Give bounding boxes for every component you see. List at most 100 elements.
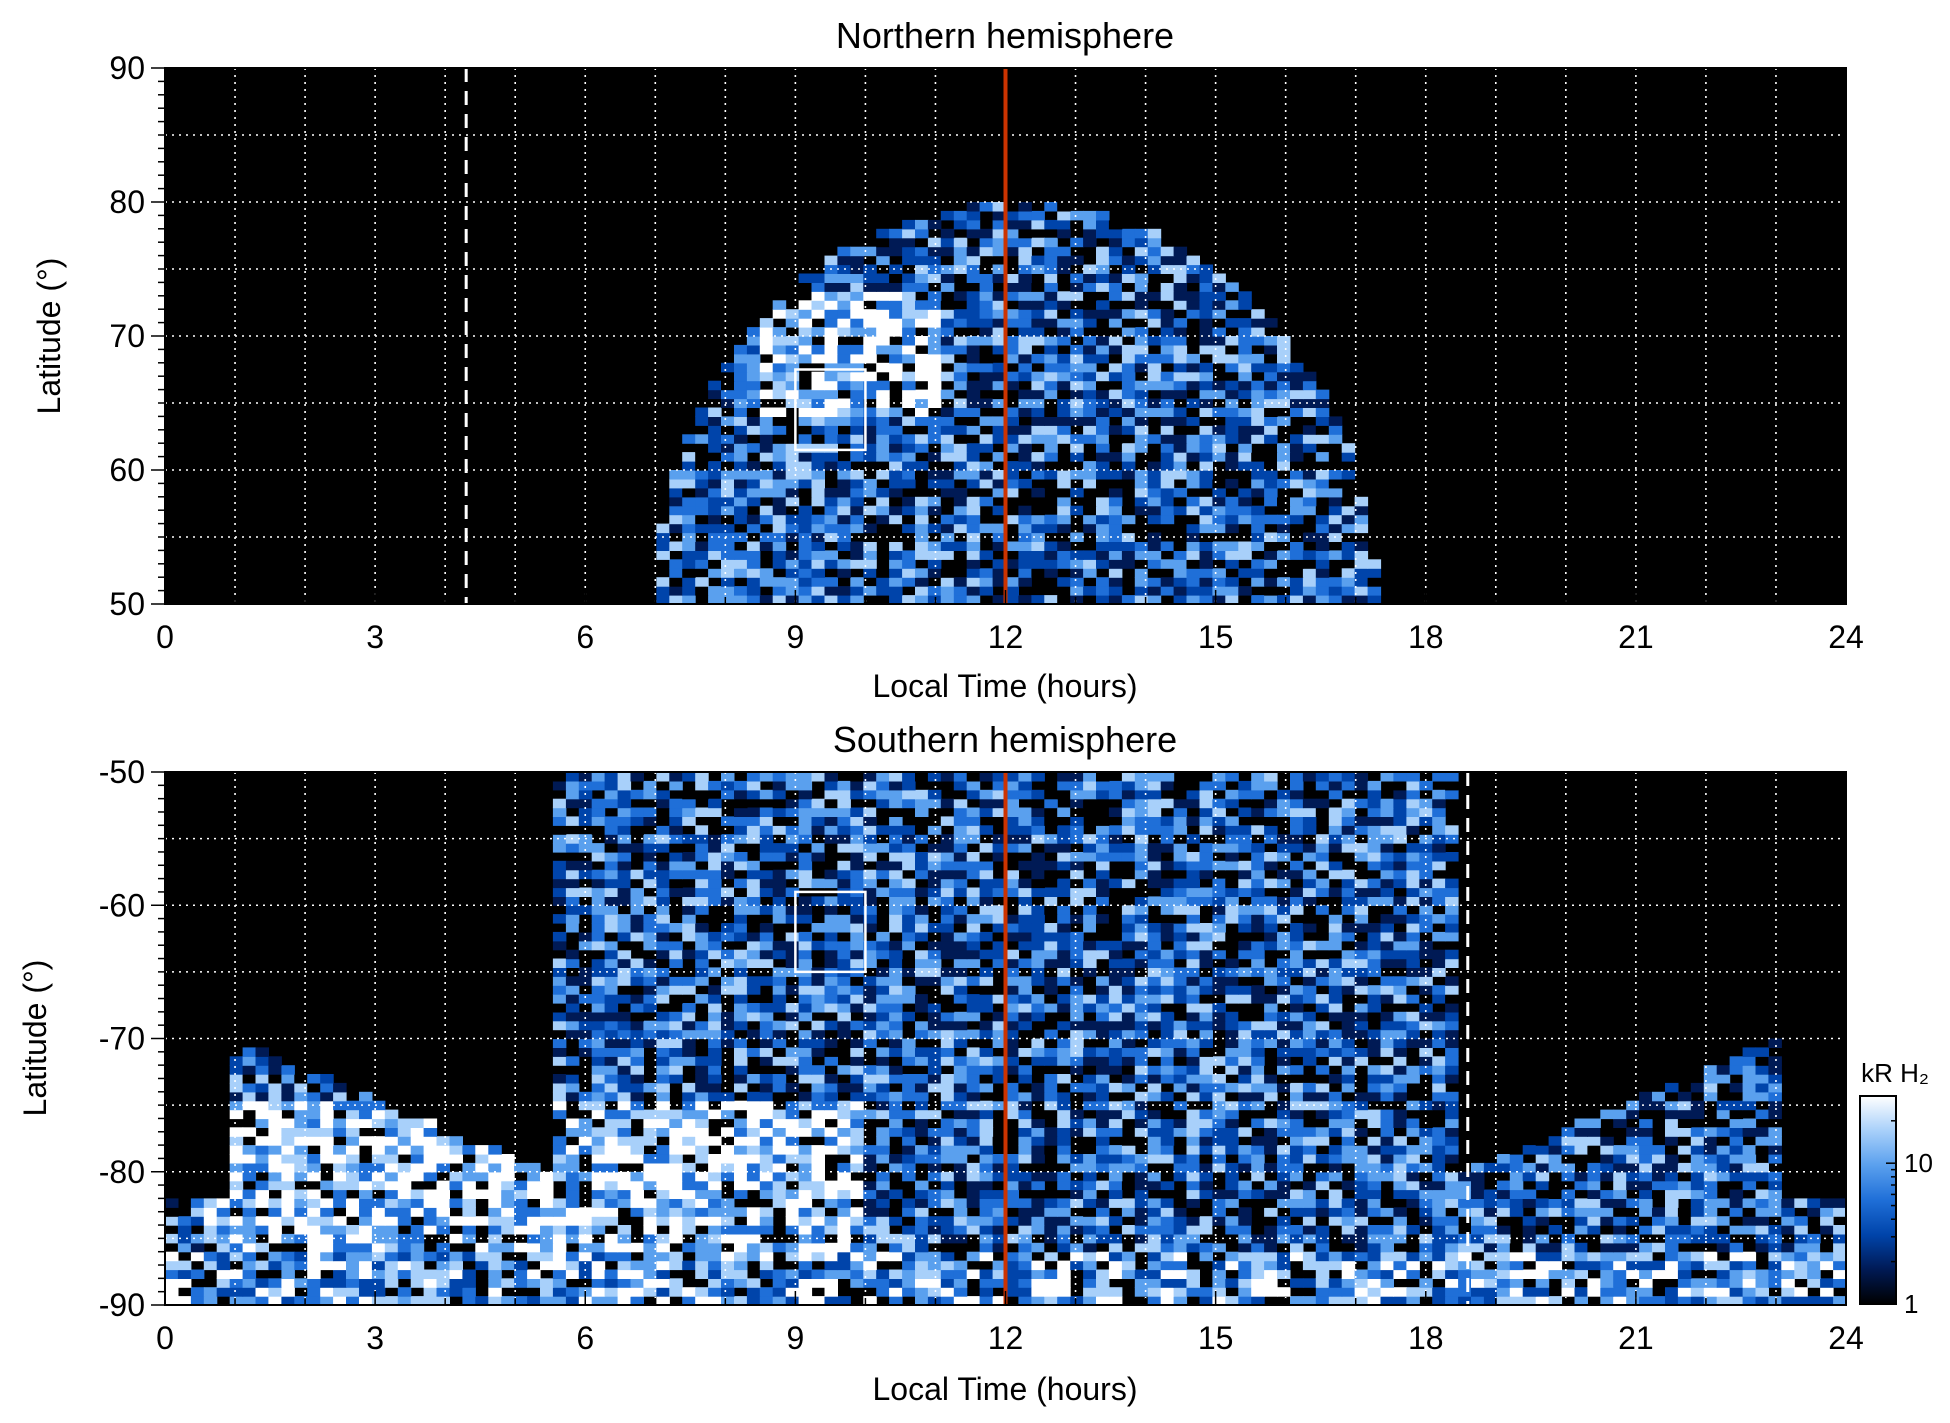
heatmap-cell — [1264, 1278, 1278, 1288]
heatmap-cell — [1302, 1189, 1317, 1199]
heatmap-cell — [837, 1269, 851, 1279]
heatmap-cell — [1005, 228, 1019, 239]
heatmap-cell — [927, 434, 942, 444]
heatmap-cell — [940, 407, 955, 417]
heatmap-cell — [1096, 1011, 1110, 1022]
heatmap-cell — [1264, 443, 1278, 453]
heatmap-cell — [565, 1171, 580, 1182]
heatmap-cell — [940, 1047, 955, 1057]
heatmap-cell — [669, 595, 683, 604]
heatmap-cell — [333, 1127, 347, 1137]
heatmap-cell — [1315, 1269, 1330, 1279]
heatmap-cell — [436, 1189, 450, 1199]
heatmap-cell — [1134, 1127, 1149, 1137]
heatmap-cell — [514, 1260, 528, 1271]
heatmap-cell — [863, 416, 877, 426]
heatmap-cell — [824, 300, 838, 310]
heatmap-cell — [1277, 336, 1291, 346]
heatmap-cell — [992, 452, 1007, 462]
heatmap-cell — [449, 1154, 463, 1164]
heatmap-cell — [617, 1260, 632, 1271]
heatmap-cell — [1522, 1251, 1537, 1262]
heatmap-cell — [1212, 1242, 1226, 1253]
heatmap-cell — [1600, 1162, 1614, 1173]
heatmap-cell — [772, 380, 787, 391]
heatmap-cell — [1057, 416, 1071, 426]
heatmap-cell — [889, 344, 903, 355]
heatmap-cell — [591, 1100, 606, 1111]
heatmap-cell — [940, 264, 955, 274]
heatmap-cell — [876, 1189, 890, 1199]
heatmap-cell — [863, 1145, 877, 1155]
heatmap-cell — [1057, 210, 1071, 221]
heatmap-cell — [927, 398, 942, 408]
heatmap-cell — [915, 1278, 929, 1288]
heatmap-cell — [811, 985, 825, 995]
heatmap-cell — [889, 434, 903, 444]
heatmap-cell — [462, 1145, 476, 1155]
heatmap-cell — [850, 1251, 864, 1262]
heatmap-cell — [695, 541, 709, 551]
heatmap-cell — [889, 550, 903, 560]
heatmap-cell — [229, 1109, 244, 1120]
heatmap-cell — [333, 1180, 347, 1191]
heatmap-cell — [1238, 1251, 1252, 1262]
heatmap-cell — [966, 514, 981, 525]
heatmap-cell — [1380, 1233, 1394, 1244]
heatmap-cell — [1458, 1287, 1472, 1297]
heatmap-cell — [837, 541, 851, 551]
heatmap-cell — [1238, 1189, 1252, 1199]
heatmap-cell — [216, 1242, 231, 1253]
heatmap-cell — [1768, 1180, 1782, 1191]
heatmap-cell — [1225, 1171, 1239, 1182]
heatmap-cell — [953, 967, 968, 977]
heatmap-cell — [708, 1056, 722, 1066]
heatmap-cell — [1354, 1136, 1369, 1146]
heatmap-cell — [1173, 1296, 1188, 1305]
heatmap-cell — [785, 514, 800, 525]
heatmap-cell — [1018, 505, 1032, 516]
heatmap-cell — [889, 470, 903, 480]
heatmap-cell — [1315, 1225, 1330, 1235]
heatmap-cell — [1341, 568, 1356, 578]
heatmap-cell — [1290, 1003, 1304, 1013]
heatmap-cell — [863, 478, 877, 489]
heatmap-cell — [1186, 1056, 1200, 1066]
heatmap-cell — [682, 1056, 696, 1066]
heatmap-cell — [1264, 336, 1278, 346]
heatmap-cell — [1445, 1038, 1459, 1048]
heatmap-cell — [1031, 595, 1045, 604]
heatmap-cell — [811, 1154, 825, 1164]
heatmap-cell — [1083, 1207, 1097, 1217]
heatmap-cell — [1432, 1074, 1446, 1084]
heatmap-cell — [824, 487, 838, 498]
heatmap-cell — [953, 1260, 968, 1271]
heatmap-cell — [1548, 1198, 1563, 1208]
heatmap-cell — [695, 514, 709, 525]
heatmap-cell — [1729, 1225, 1744, 1235]
heatmap-cell — [436, 1242, 450, 1253]
heatmap-cell — [1264, 568, 1278, 578]
heatmap-cell — [1083, 434, 1097, 444]
heatmap-cell — [734, 362, 748, 373]
heatmap-cell — [889, 1207, 903, 1217]
heatmap-cell — [1018, 282, 1032, 292]
heatmap-cell — [384, 1145, 399, 1155]
heatmap-cell — [1251, 1189, 1265, 1199]
heatmap-cell — [1432, 1242, 1446, 1253]
heatmap-cell — [1277, 1180, 1291, 1191]
heatmap-cell — [940, 389, 955, 400]
heatmap-cell — [876, 291, 890, 301]
heatmap-cell — [1341, 1047, 1356, 1057]
heatmap-cell — [927, 1189, 942, 1199]
heatmap-cell — [1147, 1011, 1162, 1022]
heatmap-cell — [682, 1260, 696, 1271]
heatmap-cell — [1199, 416, 1213, 426]
heatmap-cell — [1277, 1065, 1291, 1075]
heatmap-cell — [1121, 1145, 1136, 1155]
heatmap-cell — [927, 1198, 942, 1208]
heatmap-cell — [927, 1118, 942, 1128]
heatmap-cell — [1096, 1082, 1110, 1093]
heatmap-cell — [876, 327, 890, 337]
heatmap-cell — [1820, 1225, 1834, 1235]
